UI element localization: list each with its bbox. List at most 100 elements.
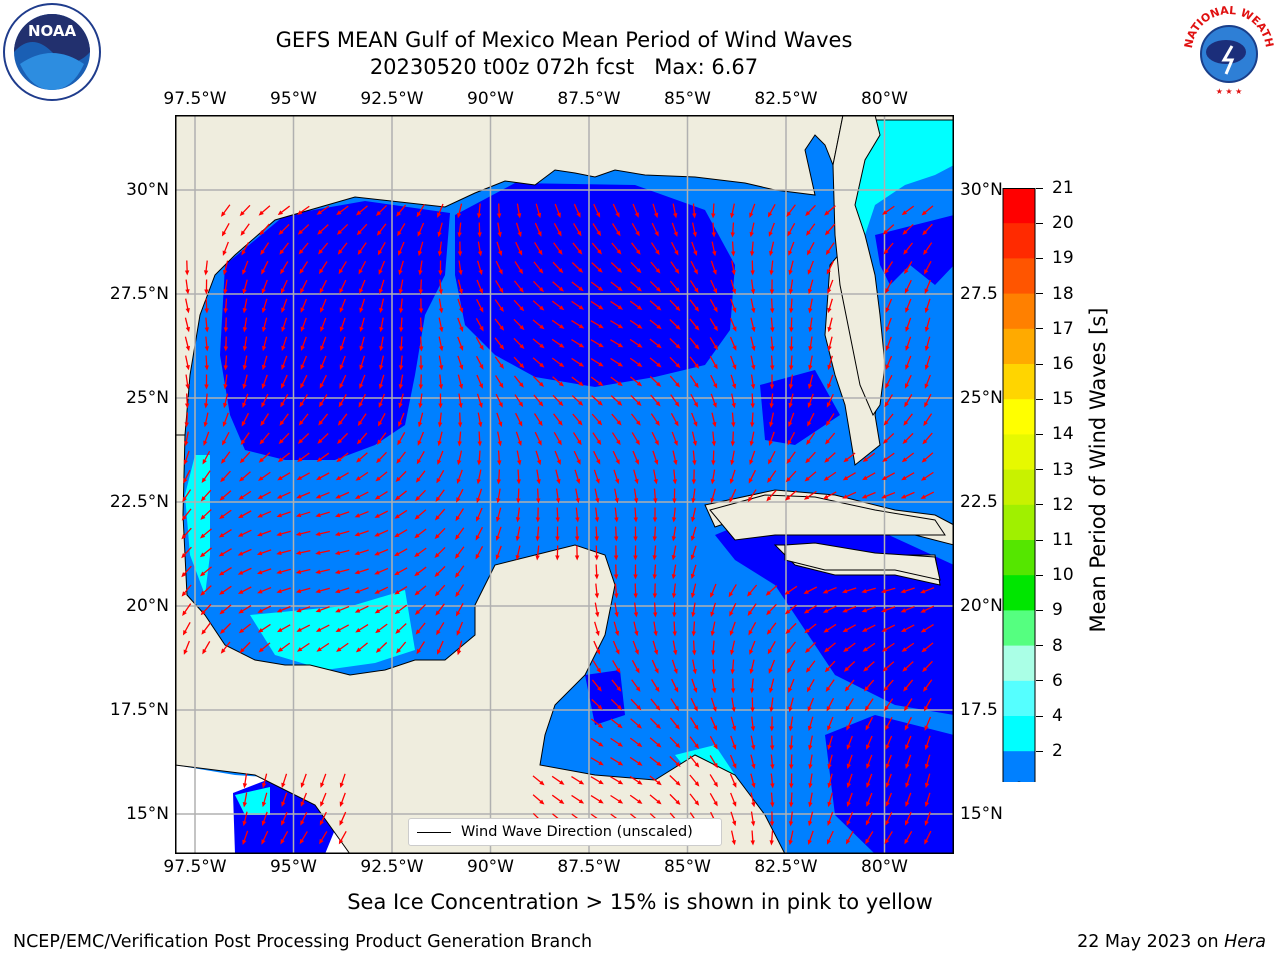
wave-direction-arrow [374, 548, 389, 556]
wave-direction-arrow [355, 624, 369, 633]
wave-direction-arrow [846, 754, 853, 770]
wave-direction-arrow [553, 242, 563, 255]
wave-direction-arrow [905, 811, 912, 826]
wave-direction-arrow [710, 583, 717, 598]
wave-direction-arrow [652, 526, 657, 542]
wave-direction-arrow [592, 223, 602, 237]
wave-direction-arrow [261, 317, 268, 333]
wave-direction-arrow [553, 432, 562, 446]
wave-direction-arrow [924, 393, 932, 408]
wave-direction-arrow [278, 432, 290, 445]
wave-direction-arrow [200, 509, 212, 520]
wave-direction-arrow [394, 604, 408, 615]
wave-direction-arrow [374, 567, 389, 575]
wave-direction-arrow [219, 604, 232, 615]
wave-direction-arrow [905, 317, 912, 333]
wave-direction-arrow [652, 203, 659, 219]
lon-tick-top: 97.5°W [163, 89, 227, 109]
wave-direction-arrow [394, 548, 408, 557]
wave-direction-arrow [571, 339, 585, 348]
lon-tick-bottom: 82.5°W [754, 857, 818, 877]
wave-direction-arrow [336, 642, 349, 652]
wave-direction-arrow [438, 317, 444, 333]
wave-direction-arrow [730, 716, 737, 732]
wave-direction-arrow [242, 260, 249, 275]
wave-direction-arrow [456, 488, 464, 503]
wave-direction-arrow [789, 336, 794, 352]
wave-direction-arrow [649, 357, 662, 368]
wave-direction-arrow [457, 279, 463, 295]
colorbar-tick-label: 18 [1052, 283, 1074, 304]
wave-direction-arrow [748, 469, 756, 484]
wave-direction-arrow [496, 203, 502, 219]
wave-direction-arrow [476, 374, 483, 389]
wave-direction-arrow [358, 393, 367, 408]
wave-direction-arrow [297, 452, 310, 463]
wave-direction-arrow [786, 204, 796, 217]
wave-direction-arrow [787, 222, 796, 237]
wave-direction-arrow [573, 203, 581, 218]
wave-direction-arrow [339, 773, 346, 789]
wave-direction-arrow [356, 223, 368, 236]
wave-direction-arrow [184, 260, 190, 276]
wave-direction-arrow [204, 298, 209, 314]
wave-direction-arrow [261, 830, 269, 845]
wave-direction-arrow [592, 432, 602, 446]
wave-direction-arrow [513, 356, 525, 369]
wave-direction-arrow [691, 621, 696, 637]
wave-direction-arrow [807, 374, 814, 390]
wave-direction-arrow [649, 794, 662, 805]
wave-direction-arrow [769, 279, 775, 295]
wave-direction-arrow [651, 679, 660, 693]
wave-direction-arrow [709, 793, 718, 807]
wave-direction-arrow [730, 830, 736, 846]
wave-direction-arrow [922, 660, 933, 673]
wave-direction-arrow [613, 545, 619, 561]
wave-direction-arrow [574, 545, 580, 561]
wave-direction-arrow [571, 395, 584, 406]
colorbar-tick-mark [1036, 645, 1043, 647]
wave-direction-arrow [671, 526, 677, 542]
wave-direction-arrow [242, 792, 248, 808]
wave-direction-arrow [787, 660, 796, 674]
wave-direction-arrow [769, 735, 775, 751]
wave-direction-arrow [457, 412, 463, 428]
colorbar-tick-mark [1036, 680, 1043, 682]
wave-direction-arrow [296, 624, 311, 632]
wave-direction-arrow [571, 357, 585, 367]
wave-direction-arrow [203, 260, 209, 276]
wave-direction-arrow [354, 491, 369, 499]
wave-direction-arrow [845, 698, 854, 712]
wave-direction-arrow [435, 603, 445, 616]
wave-direction-arrow [591, 262, 603, 273]
wave-direction-arrow [822, 586, 837, 594]
wave-direction-arrow [281, 355, 288, 370]
wave-direction-arrow [825, 413, 835, 427]
wave-direction-arrow [902, 661, 914, 672]
wave-direction-arrow [221, 451, 231, 464]
wave-direction-arrow [749, 222, 755, 238]
wave-direction-arrow [296, 491, 311, 499]
wave-direction-arrow [614, 602, 619, 618]
wave-direction-arrow [827, 716, 834, 731]
wave-direction-arrow [749, 640, 756, 655]
wave-direction-arrow [768, 678, 775, 694]
wave-direction-arrow [709, 318, 718, 332]
wave-direction-arrow [649, 376, 662, 387]
wave-direction-arrow [203, 431, 210, 446]
wave-direction-arrow [611, 413, 622, 426]
footer-machine: Hera [1224, 932, 1266, 952]
wave-direction-arrow [690, 697, 698, 712]
wave-direction-arrow [318, 242, 329, 255]
wave-direction-arrow [183, 640, 190, 655]
wave-direction-arrow [900, 587, 915, 594]
wave-direction-arrow [689, 299, 700, 312]
wave-direction-arrow [770, 336, 775, 352]
wave-direction-arrow [575, 488, 580, 504]
wave-direction-arrow [924, 735, 931, 751]
wave-direction-arrow [630, 718, 642, 729]
wave-direction-arrow [805, 660, 816, 673]
wave-direction-arrow [711, 412, 717, 428]
wave-direction-arrow [808, 773, 813, 789]
wave-direction-arrow [395, 470, 407, 483]
